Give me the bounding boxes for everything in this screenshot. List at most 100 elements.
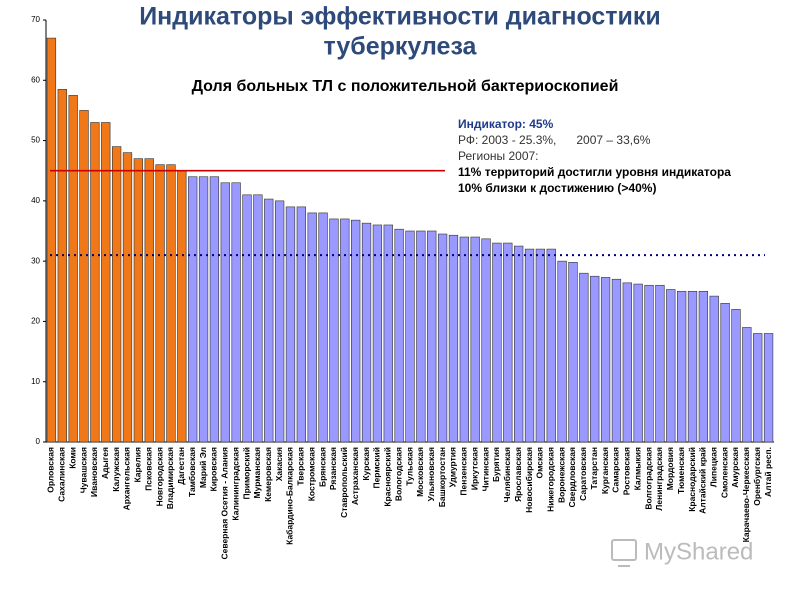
x-tick-label: Кировская (209, 447, 219, 492)
bar (111, 146, 122, 443)
bar (318, 212, 328, 443)
bar (579, 272, 589, 443)
chart-title: туберкулеза (324, 33, 478, 61)
bar (198, 176, 209, 443)
bar (383, 224, 393, 443)
x-tick-label: Псковская (143, 447, 153, 491)
x-tick-label: Кабардино-Балкарская (285, 447, 295, 545)
bar (481, 238, 491, 443)
x-tick-label: Тамбовская (187, 447, 197, 497)
x-tick-label: Кемеровская (263, 447, 273, 502)
bar (231, 182, 241, 443)
x-tick-label: Архангельская (122, 447, 132, 510)
bar (437, 233, 448, 443)
x-tick-label: Карелия (133, 447, 143, 483)
x-tick-label: Читинская (480, 447, 490, 491)
x-tick-label: Приморский (241, 447, 251, 500)
y-tick-label: 40 (31, 196, 40, 205)
x-tick-label: Ульяновская (426, 447, 436, 501)
x-tick-label: Орловская (46, 447, 56, 493)
x-tick-label: Ростовская (622, 447, 632, 495)
x-tick-label: Мордовия (665, 447, 675, 490)
x-tick-label: Чувашская (78, 447, 88, 493)
x-tick-label: Алтайский край (698, 447, 708, 514)
x-tick-label: Новгородская (154, 447, 164, 506)
bar (687, 290, 698, 443)
bar (655, 284, 665, 443)
bar (731, 309, 741, 443)
bar (633, 283, 643, 443)
x-tick-label: Мурманская (252, 447, 262, 499)
x-tick-label: Челябинская (502, 447, 512, 502)
bar (253, 194, 263, 443)
x-tick-label: Калужская (111, 447, 121, 492)
bar (524, 248, 535, 443)
bar (220, 182, 230, 443)
x-tick-label: Бурятия (491, 447, 501, 482)
bar (546, 248, 556, 443)
bar (742, 327, 752, 443)
bar (427, 230, 437, 443)
bar (557, 260, 567, 443)
x-tick-label: Саратовская (578, 447, 588, 501)
bar (351, 219, 361, 443)
bar (448, 234, 459, 443)
bar (285, 206, 296, 443)
bar (459, 236, 469, 443)
x-tick-label: Оренбургская (752, 447, 762, 506)
bar (329, 218, 339, 443)
x-tick-label: Рязанская (328, 447, 338, 490)
bar (166, 164, 176, 443)
chart-subtitle: Доля больных ТЛ с положительной бактерио… (192, 78, 619, 95)
bar (90, 122, 100, 443)
bar (394, 228, 404, 443)
bar (57, 89, 67, 443)
bar (274, 200, 285, 443)
annotation: Индикатор: 45% (458, 117, 554, 131)
annotation: 11% территорий достигли уровня индикатор… (458, 165, 731, 179)
x-tick-label: Краснодарский (687, 447, 697, 512)
x-tick-label: Новосибирская (524, 447, 534, 513)
x-tick-label: Волгоградская (643, 447, 653, 510)
bar (503, 242, 513, 443)
bar (470, 236, 480, 443)
bar (133, 158, 144, 443)
x-tick-label: Хакасия (274, 447, 284, 481)
x-tick-label: Астраханская (350, 447, 360, 505)
bar (698, 290, 709, 443)
bar (763, 333, 774, 443)
x-tick-label: Коми (67, 447, 77, 469)
x-tick-label: Удмуртия (448, 447, 458, 487)
x-tick-label: Пензенская (459, 447, 469, 496)
bar (242, 194, 252, 443)
annotation: РФ: 2003 - 25.3%, 2007 – 33,6% (458, 133, 651, 147)
bar (264, 198, 274, 443)
bar (676, 290, 687, 443)
x-tick-label: Смоленская (719, 447, 729, 498)
bar (296, 206, 306, 443)
bar (209, 176, 220, 443)
bar (644, 284, 654, 443)
bar (144, 158, 154, 443)
x-tick-label: Брянская (317, 447, 327, 487)
bar (611, 278, 622, 443)
bar (122, 152, 133, 443)
x-tick-label: Курская (361, 447, 371, 481)
x-tick-label: Пермский (372, 447, 382, 489)
annotation: 10% близки к достижению (>40%) (458, 181, 656, 195)
x-tick-label: Северная Осетия - Алания (220, 447, 230, 560)
x-tick-label: Липецкая (708, 447, 718, 487)
bar (535, 248, 546, 443)
x-tick-label: Татарстан (589, 447, 599, 490)
bar (600, 277, 611, 443)
y-tick-label: 0 (36, 437, 41, 446)
bar (307, 212, 317, 443)
x-tick-label: Башкортостан (437, 447, 447, 507)
x-tick-label: Алтай респ. (763, 447, 773, 497)
bar (720, 303, 730, 443)
x-tick-label: Московская (415, 447, 425, 497)
x-tick-label: Сахалинская (57, 447, 67, 502)
y-tick-label: 70 (31, 15, 40, 24)
x-tick-label: Ленинградская (654, 447, 664, 511)
